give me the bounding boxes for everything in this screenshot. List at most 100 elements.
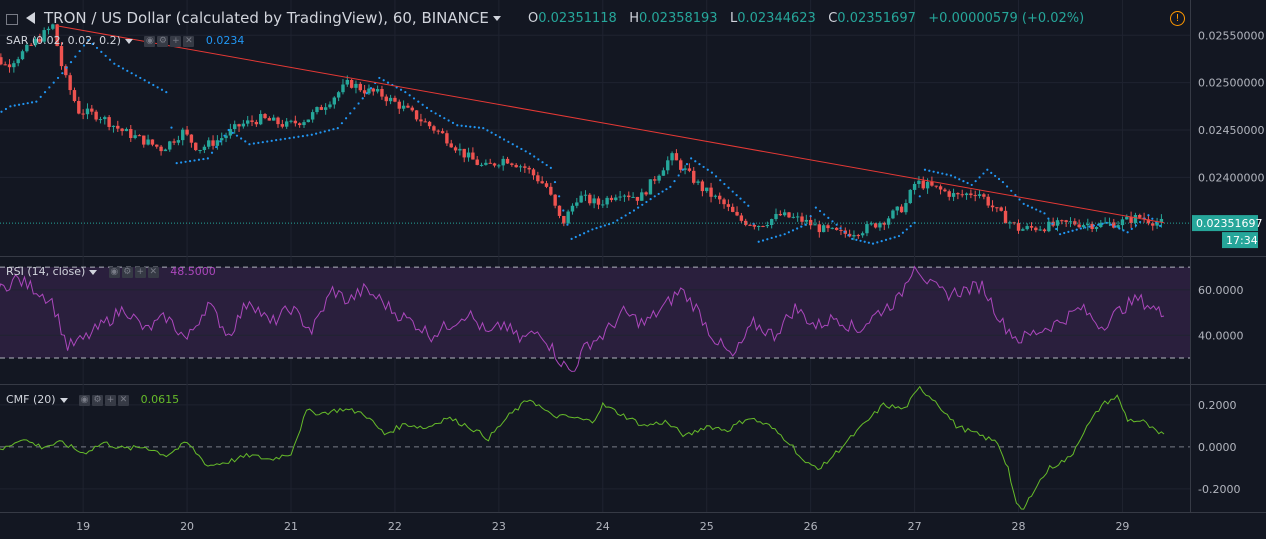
candle-body [986,196,990,206]
sar-dot [727,186,730,189]
candle-body [258,113,263,125]
candle-body [739,215,744,221]
candle-body [293,120,298,124]
candle-body [453,147,458,151]
candle-body [488,162,492,164]
collapse-icon[interactable] [6,14,18,25]
sar-dot [193,159,196,162]
sar-dot [814,206,817,209]
sar-dot [74,55,77,58]
sar-dot [61,72,64,75]
chevron-down-icon[interactable] [492,16,501,21]
candle-body [380,89,384,97]
candle-body [414,110,419,120]
sar-dot [1058,233,1062,236]
candle-body [233,124,237,130]
sar-dot [421,103,424,106]
sar-dot [443,117,446,120]
time-tick-label: 23 [492,520,506,533]
plus-icon[interactable]: + [105,395,117,406]
sar-dot [897,234,901,238]
candle-body [124,129,129,132]
countdown-badge [1222,232,1258,249]
candle-body [575,202,579,206]
sar-dot [818,209,822,213]
alert-icon[interactable]: ! [1170,11,1185,26]
sar-dot [248,143,251,146]
candle-body [211,140,215,146]
gear-icon[interactable]: ⚙ [92,395,104,406]
sar-dot [871,242,875,245]
candle-body [55,24,59,47]
candle-body [592,198,596,204]
candle-body [756,226,761,228]
candle-body [1159,218,1164,223]
sar-dot [328,129,331,132]
sar-dot [616,219,619,222]
sar-dot [880,240,883,243]
rsi-line [0,265,1165,372]
sar-dot [653,195,656,198]
sar-dot [690,157,693,160]
candle-body [752,224,757,227]
candle-body [120,128,124,132]
sar-dot [1114,225,1117,228]
candle-body [895,206,899,211]
sar-dot [340,122,344,125]
sar-legend[interactable]: SAR (0.02, 0.02, 0.2) ◉ ⚙ + ✕ 0.0234 [6,34,244,48]
last-price-badge-text: 0.02351697 [1196,217,1262,230]
close-icon[interactable]: ✕ [147,267,159,278]
candle-body [722,199,726,205]
sar-dot [1047,217,1050,220]
sar-dot [1092,224,1095,227]
sar-dot [743,201,746,204]
sar-dot [515,145,519,148]
candle-body [90,108,94,112]
plus-icon[interactable]: + [134,267,146,278]
sar-dot [578,234,582,237]
candle-body [934,185,938,187]
candle-body [168,141,172,150]
eye-icon[interactable]: ◉ [79,395,91,406]
candle-body [310,112,315,120]
candle-body [107,117,111,127]
symbol-title[interactable]: TRON / US Dollar (calculated by TradingV… [44,9,501,27]
eye-icon[interactable]: ◉ [144,36,156,47]
close-icon[interactable]: ✕ [118,395,130,406]
sar-dot [714,175,718,178]
rsi-legend[interactable]: RSI (14, close) ◉ ⚙ + ✕ 48.5000 [6,265,216,279]
sar-dot [369,87,373,90]
candle-body [834,227,839,230]
sar-dot [685,162,689,166]
candle-body [557,205,562,216]
chevron-down-icon[interactable] [124,38,133,44]
gear-icon[interactable]: ⚙ [157,36,169,47]
sar-dot [235,134,239,137]
candle-body [748,224,752,226]
sar-dot [673,180,676,183]
sar-dot [292,136,296,139]
candle-body [648,179,653,195]
eye-icon[interactable]: ◉ [108,267,120,278]
candle-body [795,216,800,218]
candle-body [362,90,367,94]
gear-icon[interactable]: ⚙ [121,267,133,278]
sar-dot [147,81,151,84]
candle-body [1099,222,1103,228]
sar-dot [494,133,497,137]
chevron-down-icon[interactable] [59,397,68,403]
candle-body [479,164,484,166]
cmf-legend[interactable]: CMF (20) ◉ ⚙ + ✕ 0.0615 [6,393,179,407]
cmf-tick-label: 0.0000 [1198,441,1237,454]
candle-body [830,227,835,229]
sar-dot [507,140,510,143]
sar-dot [835,223,838,226]
chevron-down-icon[interactable] [89,269,98,275]
candle-body [1008,222,1012,224]
symbol-flag-icon [26,12,35,24]
plus-icon[interactable]: + [170,36,182,47]
close-icon[interactable]: ✕ [183,36,195,47]
sar-dot [39,95,42,98]
